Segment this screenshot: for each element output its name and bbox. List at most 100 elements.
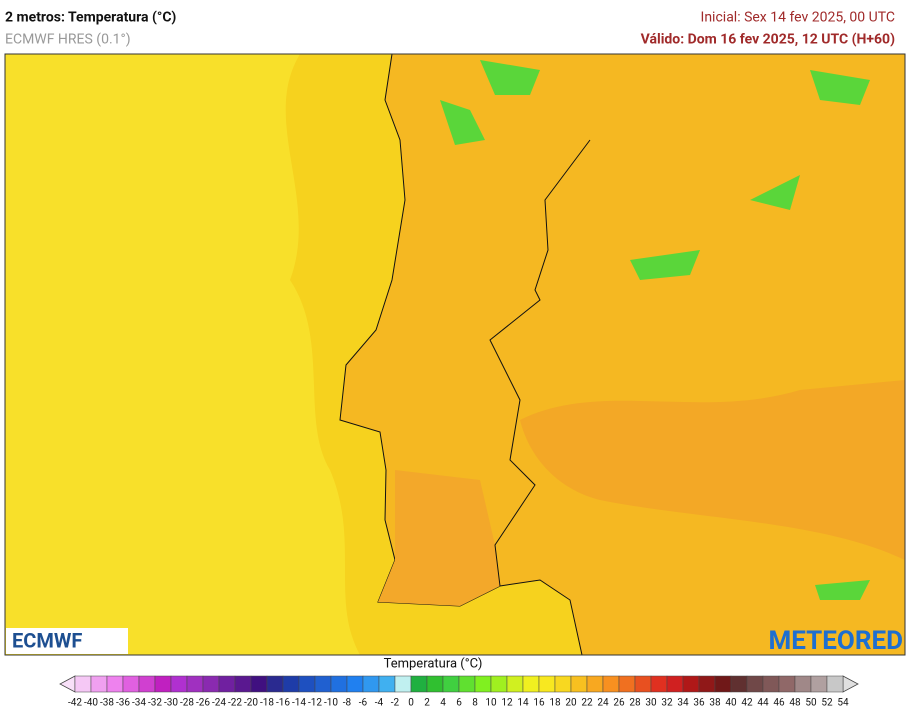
colorbar-swatch — [298, 675, 316, 693]
colorbar-tick-label: 40 — [725, 698, 737, 709]
colorbar-swatch — [410, 675, 428, 693]
colorbar-swatch — [474, 675, 492, 693]
colorbar-swatch — [746, 675, 764, 693]
colorbar-tick-label: -14 — [292, 698, 306, 709]
valid-time: Válido: Dom 16 fev 2025, 12 UTC (H+60) — [641, 32, 895, 48]
colorbar-title: Temperatura (°C) — [384, 656, 483, 671]
colorbar-tick-label: 38 — [709, 698, 721, 709]
colorbar-swatch — [106, 675, 124, 693]
colorbar-swatch — [714, 675, 732, 693]
colorbar-arrow — [842, 675, 859, 693]
colorbar-swatch — [794, 675, 812, 693]
logo-box — [6, 628, 128, 654]
colorbar-tick-label: -32 — [148, 698, 162, 709]
map-title: 2 metros: Temperatura (°C) — [5, 10, 176, 26]
colorbar-tick-label: -6 — [359, 698, 368, 709]
colorbar-tick-label: 32 — [661, 698, 673, 709]
colorbar-tick-label: -34 — [132, 698, 146, 709]
colorbar-swatch — [250, 675, 268, 693]
colorbar-tick-label: -24 — [212, 698, 226, 709]
colorbar-tick-label: 16 — [533, 698, 545, 709]
colorbar-swatch — [634, 675, 652, 693]
colorbar-tick-label: 14 — [517, 698, 529, 709]
colorbar-swatch — [570, 675, 588, 693]
colorbar-swatch — [538, 675, 556, 693]
colorbar-swatch — [378, 675, 396, 693]
colorbar-swatch — [554, 675, 572, 693]
colorbar-swatch — [522, 675, 540, 693]
colorbar-swatch — [458, 675, 476, 693]
colorbar-swatch — [586, 675, 604, 693]
colorbar-tick-label: -20 — [244, 698, 258, 709]
colorbar-swatch — [138, 675, 156, 693]
colorbar-swatch — [506, 675, 524, 693]
colorbar-tick-label: 22 — [581, 698, 593, 709]
colorbar-tick-label: 24 — [597, 698, 609, 709]
colorbar-tick-label: 46 — [773, 698, 785, 709]
colorbar-tick-label: -42 — [68, 698, 82, 709]
colorbar-tick-label: -8 — [343, 698, 352, 709]
colorbar-tick-label: -2 — [391, 698, 400, 709]
cool-area — [440, 60, 870, 600]
colorbar-tick-label: 0 — [408, 698, 414, 709]
map: ECMWF METEORED — [4, 53, 906, 656]
colorbar-swatch — [394, 675, 412, 693]
map-frame — [4, 53, 906, 656]
colorbar-swatch — [810, 675, 828, 693]
colorbar-swatch — [234, 675, 252, 693]
colorbar-tick-label: 18 — [549, 698, 561, 709]
colorbar-tick-label: 6 — [456, 698, 462, 709]
colorbar-swatch — [362, 675, 380, 693]
warm-area — [520, 380, 905, 560]
colorbar-swatch — [90, 675, 108, 693]
colorbar-swatch — [778, 675, 796, 693]
colorbar-swatch — [442, 675, 460, 693]
colorbar-swatch — [282, 675, 300, 693]
colorbar-swatch — [602, 675, 620, 693]
colorbar-swatch — [218, 675, 236, 693]
colorbar-tick-label: 28 — [629, 698, 641, 709]
colorbar-swatch — [650, 675, 668, 693]
ecmwf-logo: ECMWF — [12, 628, 82, 652]
border — [489, 139, 591, 587]
colorbar-tick-label: 4 — [440, 698, 446, 709]
colorbar-swatch — [170, 675, 188, 693]
colorbar-swatch — [826, 675, 844, 693]
colorbar-tick-label: 42 — [741, 698, 753, 709]
meteored-logo: METEORED — [769, 626, 903, 656]
colorbar-swatch — [330, 675, 348, 693]
colorbar-arrow — [59, 675, 76, 693]
colorbar-tick-label: 20 — [565, 698, 577, 709]
colorbar-tick-label: -22 — [228, 698, 242, 709]
ocean-pale — [5, 54, 360, 655]
colorbar-swatch — [122, 675, 140, 693]
colorbar: Temperatura (°C) -42 -40 -38 -36 -34 -32 -30 -2… — [59, 656, 859, 709]
colorbar-tick-label: 10 — [485, 698, 497, 709]
colorbar-tick-label: -26 — [196, 698, 210, 709]
colorbar-tick-label: -36 — [116, 698, 130, 709]
colorbar-tick-label: -18 — [260, 698, 274, 709]
colorbar-tick-label: 26 — [613, 698, 625, 709]
colorbar-swatch — [186, 675, 204, 693]
colorbar-swatch — [730, 675, 748, 693]
colorbar-tick-label: 34 — [677, 698, 689, 709]
colorbar-tick-label: -10 — [324, 698, 338, 709]
colorbar-tick-label: -38 — [100, 698, 114, 709]
warm-area — [378, 470, 500, 606]
colorbar-swatch — [698, 675, 716, 693]
colorbar-tick-label: -28 — [180, 698, 194, 709]
colorbar-swatch — [202, 675, 220, 693]
colorbar-swatch — [618, 675, 636, 693]
colorbar-tick-label: 44 — [757, 698, 769, 709]
colorbar-tick-label: -30 — [164, 698, 178, 709]
colorbar-swatch — [266, 675, 284, 693]
colorbar-swatch — [74, 675, 92, 693]
colorbar-tick-label: -12 — [308, 698, 322, 709]
colorbar-tick-label: 12 — [501, 698, 513, 709]
model-name: ECMWF HRES (0.1°) — [5, 32, 131, 48]
colorbar-tick-label: 48 — [789, 698, 801, 709]
initial-time: Inicial: Sex 14 fev 2025, 00 UTC — [701, 10, 895, 26]
colorbar-tick-label: 30 — [645, 698, 657, 709]
colorbar-tick-label: -4 — [375, 698, 384, 709]
colorbar-swatch — [682, 675, 700, 693]
